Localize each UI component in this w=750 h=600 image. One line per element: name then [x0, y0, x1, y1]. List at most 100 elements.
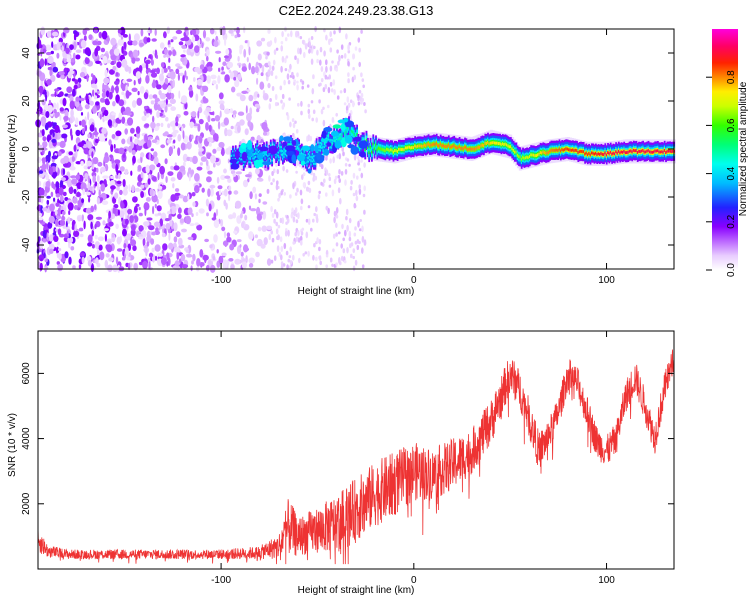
spectrogram-noise-cell: [90, 83, 97, 89]
spectrogram-noise-cell: [361, 225, 364, 233]
spectrogram-noise-cell: [76, 191, 81, 197]
spectrogram-noise-cell: [179, 218, 185, 224]
spectrogram-noise-cell: [209, 184, 216, 189]
spectrogram-noise-cell: [208, 142, 212, 147]
spectrogram-noise-cell: [331, 189, 335, 197]
spectrogram-noise-cell: [38, 254, 45, 262]
spectrogram-noise-cell: [124, 106, 131, 114]
spectrogram-ridge-cell: [596, 153, 599, 156]
spectrogram-ridge-cell: [635, 149, 638, 152]
spectrogram-noise-cell: [205, 264, 210, 272]
spectrogram-noise-cell: [67, 236, 74, 244]
spectrogram-noise-cell: [187, 236, 194, 240]
spectrogram-noise-cell: [268, 233, 272, 240]
spectrogram-noise-cell: [274, 75, 278, 80]
spectrogram-noise-cell: [96, 248, 100, 255]
spectrogram-noise-cell: [131, 224, 136, 232]
spectrogram-noise-cell: [107, 264, 113, 273]
spectrogram-noise-cell: [220, 150, 225, 155]
spectrogram-noise-cell: [258, 198, 261, 204]
spectrogram-noise-cell: [287, 229, 290, 237]
spectrogram-noise-cell: [154, 244, 161, 252]
spectrogram-noise-cell: [326, 76, 330, 80]
spectrogram-noise-cell: [185, 249, 190, 253]
spectrogram-noise-cell: [145, 197, 151, 202]
spectrogram-noise-cell: [138, 261, 144, 266]
spectrogram-noise-cell: [38, 170, 44, 174]
spectrogram-noise-cell: [100, 197, 103, 202]
spectrogram-noise-cell: [234, 258, 241, 265]
spectrogram-ridge-cell: [491, 141, 493, 145]
spectrogram-ridge-cell: [407, 145, 410, 149]
spectrogram-noise-cell: [300, 240, 303, 246]
spectrogram-noise-cell: [219, 110, 222, 118]
spectrogram-noise-cell: [354, 240, 358, 245]
spectrogram-ridge-cell: [313, 158, 315, 162]
spectrogram-noise-cell: [152, 115, 155, 123]
spectrogram-noise-cell: [358, 184, 362, 189]
spectrogram-ridge-cell: [462, 147, 465, 151]
spectrogram-noise-cell: [266, 188, 270, 194]
spectrogram-x-label: Height of straight line (km): [298, 286, 415, 297]
spectrogram-noise-cell: [285, 250, 289, 256]
spectrogram-noise-cell: [256, 238, 263, 247]
spectrogram-ridge-cell: [550, 148, 553, 152]
spectrogram-noise-cell: [338, 231, 341, 235]
spectrogram-noise-cell: [191, 260, 194, 265]
spectrogram-noise-cell: [191, 28, 197, 36]
spectrogram-noise-cell: [84, 173, 89, 180]
spectrogram-noise-cell: [175, 29, 183, 35]
spectrogram-noise-cell: [361, 247, 364, 254]
spectrogram-noise-cell: [73, 144, 77, 152]
spectrogram-noise-cell: [325, 264, 329, 269]
spectrogram-noise-cell: [297, 47, 300, 55]
spectrogram-noise-cell: [121, 58, 128, 68]
spectrogram-noise-cell: [142, 261, 148, 269]
spectrogram-noise-cell: [39, 212, 42, 217]
spectrogram-noise-cell: [263, 131, 268, 136]
spectrogram-noise-cell: [192, 253, 196, 262]
spectrogram-noise-cell: [342, 248, 346, 254]
spectrogram-ridge-cell: [512, 149, 515, 152]
spectrogram-noise-cell: [71, 156, 75, 162]
spectrogram-ridge-cell: [603, 153, 605, 156]
spectrogram-ridge-cell: [546, 151, 549, 155]
spectrogram-noise-cell: [73, 188, 77, 194]
spectrogram-noise-cell: [206, 61, 213, 68]
spectrogram-noise-cell: [221, 66, 224, 71]
spectrogram-noise-cell: [223, 168, 227, 174]
spectrogram-noise-cell: [216, 176, 220, 184]
spectrogram-noise-cell: [59, 195, 64, 203]
spectrogram-ridge-cell: [574, 148, 577, 152]
spectrogram-noise-cell: [298, 257, 301, 264]
spectrogram-noise-cell: [39, 187, 45, 197]
spectrogram-ridge-blob: [344, 134, 353, 144]
spectrogram-noise-cell: [229, 71, 235, 80]
spectrogram-noise-cell: [107, 240, 112, 246]
spectrogram-noise-cell: [101, 30, 108, 40]
spectrogram-noise-cell: [331, 116, 335, 123]
spectrogram-noise-cell: [46, 160, 49, 170]
spectrogram-ridge-cell: [435, 142, 438, 145]
spectrogram-noise-cell: [111, 85, 115, 94]
spectrogram-noise-cell: [49, 166, 54, 176]
spectrogram-marks: [35, 25, 676, 273]
spectrogram-noise-cell: [319, 59, 322, 66]
spectrogram-noise-cell: [57, 241, 60, 246]
spectrogram-ridge-cell: [647, 149, 650, 152]
spectrogram-noise-cell: [41, 157, 47, 163]
spectrogram-ridge-cell: [326, 138, 329, 141]
spectrogram-noise-cell: [257, 53, 262, 61]
spectrogram-noise-cell: [301, 227, 305, 231]
spectrogram-noise-cell: [336, 49, 339, 54]
spectrogram-noise-cell: [208, 124, 212, 132]
spectrogram-ridge-cell: [392, 150, 395, 154]
spectrogram-noise-cell: [146, 241, 150, 247]
spectrogram-noise-cell: [300, 205, 303, 211]
spectrogram-noise-cell: [113, 144, 116, 149]
spectrogram-noise-cell: [335, 222, 338, 228]
spectrogram-noise-cell: [146, 139, 152, 148]
spectrogram-noise-cell: [146, 217, 153, 221]
spectrogram-noise-cell: [356, 244, 360, 251]
spectrogram-ridge-cell: [452, 144, 454, 148]
